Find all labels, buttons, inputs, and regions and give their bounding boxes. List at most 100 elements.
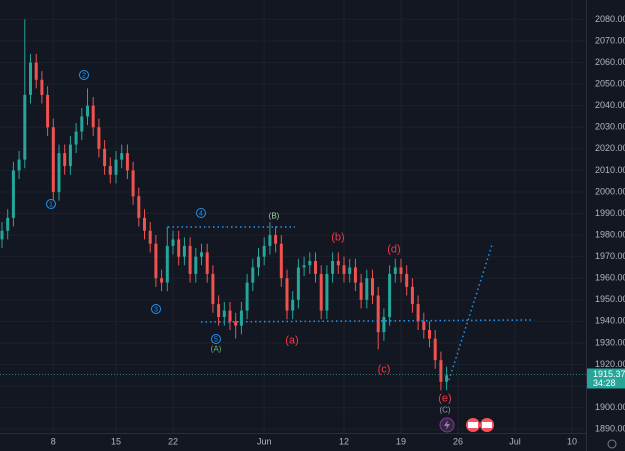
candle-body [97, 127, 101, 149]
candle-body [348, 267, 352, 274]
candle-body [182, 245, 186, 257]
candle-body [200, 252, 203, 257]
candle-body [410, 286, 414, 305]
annotations: 1 2 3 4 5 (A) (B) (a) (b) (c) (d) (e) (C) [46, 70, 452, 415]
event-icon-glyph [444, 420, 450, 430]
event-icon-glyph [468, 422, 478, 428]
x-tick-label: 10 [567, 436, 577, 446]
candle-body [194, 256, 198, 274]
candle-body [319, 273, 323, 311]
candle-body [29, 62, 32, 95]
candle-body [279, 243, 283, 279]
candle-body [428, 330, 431, 339]
countdown-label: 34:28 [593, 378, 616, 388]
x-tick-label: 8 [51, 436, 56, 446]
candle-body [40, 79, 44, 95]
candle-body [376, 295, 380, 333]
candle-body [131, 170, 135, 197]
candle-body [336, 260, 340, 266]
wave-label: 1 [49, 201, 53, 208]
candle-body [114, 159, 118, 175]
candle-body [251, 267, 255, 283]
event-icons[interactable] [439, 417, 494, 433]
candle-body [17, 159, 21, 171]
y-tick-label: 2030.00 [595, 122, 625, 132]
candle-body [291, 299, 295, 311]
candle-body [302, 265, 306, 268]
candle-body [68, 144, 72, 167]
y-tick-label: 2020.00 [595, 143, 625, 153]
wave-label: (B) [269, 212, 280, 221]
candle-body [422, 321, 426, 330]
candle-body [125, 153, 129, 171]
last-price-label: 1915.37 [593, 369, 625, 379]
candle-body [177, 239, 181, 257]
x-tick-label: 19 [396, 436, 406, 446]
y-tick-label: 1950.00 [595, 294, 625, 304]
y-tick-label: 2040.00 [595, 100, 625, 110]
trend-line [448, 244, 493, 381]
price-tag [587, 368, 625, 389]
settings-icon[interactable] [607, 439, 617, 449]
candle-body [393, 267, 397, 274]
y-tick-label: 2070.00 [595, 35, 625, 45]
candle-body [188, 245, 192, 274]
candle-body [439, 360, 443, 382]
candle-body [353, 267, 357, 283]
candle-body [137, 196, 141, 218]
candle-body [108, 166, 112, 175]
wave-circle [151, 304, 161, 314]
candle-body [371, 278, 374, 296]
candle-body [120, 153, 124, 160]
candle-body [228, 310, 232, 322]
x-tick-label: 22 [168, 436, 178, 446]
y-tick-label: 1980.00 [595, 229, 625, 239]
candle-body [222, 310, 226, 318]
candle-body [445, 375, 449, 382]
candle-body [234, 321, 238, 326]
candle-body [342, 265, 346, 274]
candle-body [433, 338, 437, 361]
candle-body [239, 310, 243, 326]
candle-body [257, 256, 260, 268]
candle-body [171, 239, 175, 246]
wave-label: (e) [438, 392, 451, 404]
y-tick-label: 1890.00 [595, 424, 625, 434]
candle-body [382, 317, 386, 333]
candle-body [91, 105, 95, 128]
candle-body [86, 105, 89, 117]
candle-body [154, 243, 158, 279]
y-tick-label: 1900.00 [595, 402, 625, 412]
wave-label: 5 [214, 336, 218, 343]
y-tick-label: 1920.00 [595, 359, 625, 369]
candle-body [308, 260, 312, 266]
y-tick-label: 1990.00 [595, 208, 625, 218]
candle-body [405, 273, 409, 287]
grid [0, 0, 586, 433]
candle-body [274, 235, 278, 244]
candle-body [388, 273, 392, 318]
y-tick-label: 2080.00 [595, 14, 625, 24]
candle-body [6, 217, 10, 231]
x-tick-label: 15 [111, 436, 121, 446]
candle-body [217, 304, 221, 318]
candle-body [365, 278, 369, 300]
wave-label: (a) [285, 334, 298, 346]
wave-label: (d) [387, 243, 400, 255]
y-tick-label: 1940.00 [595, 316, 625, 326]
candle-body [160, 278, 164, 283]
candle-body [359, 282, 363, 300]
x-tick-label: Jun [257, 436, 272, 446]
candle-body [11, 170, 15, 218]
candle-body [211, 273, 215, 305]
candle-body [325, 273, 329, 311]
candle-body [103, 148, 107, 167]
candle-body [23, 94, 27, 160]
y-tick-label: 1930.00 [595, 337, 625, 347]
candle-body [165, 245, 169, 283]
trend-line [200, 319, 532, 323]
candles [0, 19, 449, 391]
candle-body [0, 230, 4, 240]
wave-label: 4 [199, 210, 203, 217]
wave-label: 2 [82, 72, 86, 79]
